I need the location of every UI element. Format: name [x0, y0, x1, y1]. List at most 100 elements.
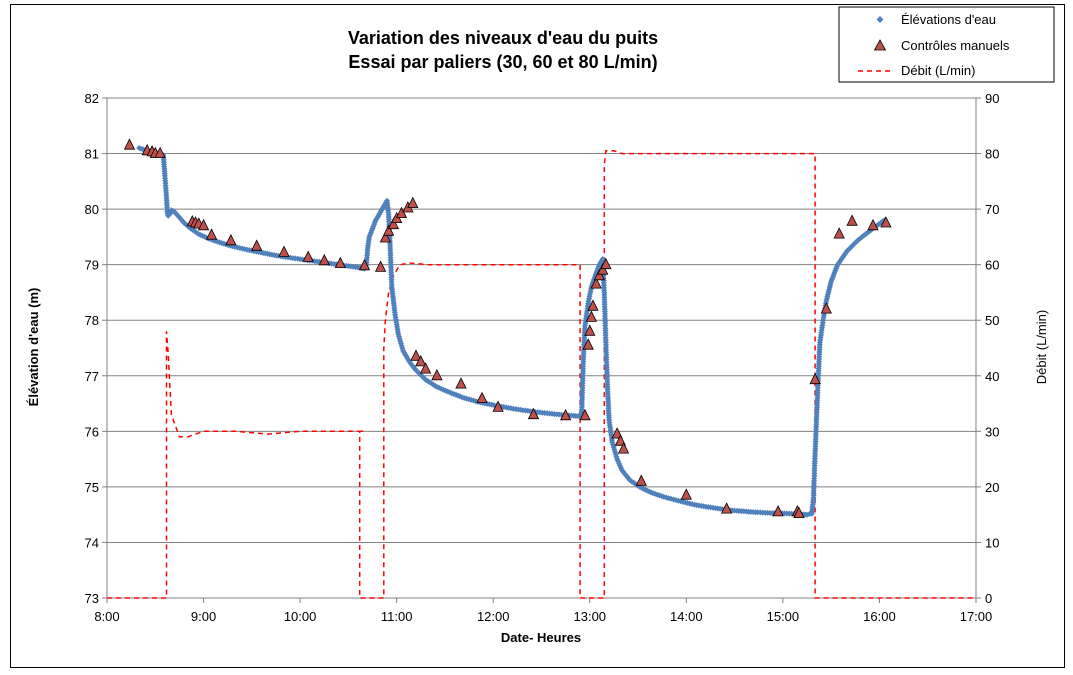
controle-point: [197, 218, 210, 231]
legend-item-controles: Contrôles manuels: [901, 38, 1010, 53]
controle-point: [585, 310, 598, 322]
y2-tick-label: 30: [985, 424, 999, 439]
controle-point: [415, 355, 427, 367]
y2-tick-label: 90: [985, 91, 999, 106]
controle-point: [579, 408, 591, 421]
y2-axis-label: Débit (L/min): [1034, 310, 1049, 384]
controle-point: [225, 233, 237, 246]
y-tick-label: 74: [85, 535, 99, 550]
x-axis-ticks: 8:00 9:00 10:00 11:00 12:00 13:00 14:00 15:00 16…: [94, 598, 992, 624]
controle-point: [382, 224, 395, 236]
plot-area: [106, 97, 977, 599]
controle-point: [587, 299, 599, 311]
y-axis-label: Élévation d'eau (m): [26, 288, 41, 407]
x-tick-label: 14:00: [670, 609, 703, 624]
controle-point: [251, 239, 263, 251]
controle-point: [600, 257, 612, 270]
debit-line: [107, 150, 976, 599]
controle-point: [559, 408, 572, 421]
y-tick-label: 82: [85, 91, 99, 106]
controle-point: [720, 502, 733, 514]
controle-point: [593, 268, 606, 281]
chart-subtitle: Essai par paliers (30, 60 et 80 L/min): [348, 52, 657, 72]
x-tick-label: 15:00: [767, 609, 800, 624]
gridlines: [107, 153, 976, 543]
chart-title: Variation des niveaux d'eau du puits: [348, 28, 658, 48]
controle-point: [410, 349, 422, 361]
y-tick-label: 76: [85, 424, 99, 439]
x-tick-label: 16:00: [863, 609, 896, 624]
y2-axis-ticks: 0 10 20 30 40 50 60 70 80 90: [976, 91, 999, 606]
controle-point: [358, 258, 371, 271]
series-debit: [107, 150, 976, 599]
y-tick-label: 73: [85, 591, 99, 606]
controle-point: [680, 488, 692, 500]
y-tick-label: 77: [85, 369, 99, 384]
controle-point: [431, 368, 443, 381]
y-tick-label: 80: [85, 202, 99, 217]
legend: Élévations d'eau Contrôles manuels Débit…: [838, 6, 1055, 83]
x-tick-label: 11:00: [381, 609, 413, 624]
controle-point: [584, 324, 596, 336]
y2-tick-label: 60: [985, 258, 999, 273]
elevation-point: [840, 253, 847, 260]
controle-point: [590, 277, 602, 289]
controle-point: [205, 228, 218, 240]
y2-tick-label: 70: [985, 202, 999, 217]
x-tick-label: 8:00: [94, 609, 119, 624]
x-tick-label: 12:00: [477, 609, 510, 624]
controle-point: [611, 427, 623, 439]
series-controles: [123, 138, 892, 518]
controle-point: [334, 256, 346, 268]
controle-point: [772, 505, 784, 517]
y2-tick-label: 0: [985, 591, 992, 606]
controle-point: [582, 338, 594, 350]
controle-point: [302, 250, 314, 262]
y2-tick-label: 40: [985, 369, 999, 384]
controle-point: [820, 302, 832, 314]
x-tick-label: 17:00: [960, 609, 993, 624]
y2-tick-label: 80: [985, 147, 999, 162]
y-tick-label: 81: [85, 147, 99, 162]
controle-point: [867, 218, 879, 231]
controle-point: [374, 260, 387, 272]
controle-point: [614, 434, 627, 446]
legend-diamond-marker: [876, 16, 884, 23]
controle-point: [395, 206, 408, 218]
legend-box: [838, 6, 1055, 83]
y-axis-ticks: 73 74 75 76 77 78 79 80 81 82: [85, 91, 107, 606]
controle-point: [123, 138, 136, 150]
controle-point: [809, 372, 821, 385]
y-tick-label: 78: [85, 313, 99, 328]
x-axis-label: Date- Heures: [501, 630, 581, 645]
x-tick-label: 9:00: [191, 609, 216, 624]
controle-point: [419, 362, 432, 374]
controle-point: [597, 263, 609, 275]
y-tick-label: 79: [85, 258, 99, 273]
controle-point: [880, 216, 892, 228]
x-tick-label: 13:00: [574, 609, 607, 624]
controle-point: [379, 231, 392, 243]
controle-point: [455, 377, 467, 389]
controle-point: [793, 506, 805, 518]
controle-point: [278, 245, 290, 257]
series-elevations: [136, 145, 888, 518]
y2-tick-label: 50: [985, 313, 999, 328]
controle-point: [387, 217, 400, 230]
legend-item-debit: Débit (L/min): [901, 63, 975, 78]
y-tick-label: 75: [85, 480, 99, 495]
controle-point: [617, 442, 630, 454]
y2-tick-label: 10: [985, 535, 999, 550]
legend-item-elevations: Élévations d'eau: [901, 12, 996, 27]
controle-point: [846, 214, 858, 226]
x-tick-label: 10:00: [284, 609, 317, 624]
controle-point: [407, 196, 419, 208]
legend-triangle-marker: [873, 39, 887, 51]
controle-point: [635, 474, 647, 486]
controle-point: [833, 227, 845, 239]
chart-frame: [10, 4, 1065, 668]
controle-point: [492, 400, 504, 412]
controle-point: [527, 407, 540, 420]
y2-tick-label: 20: [985, 480, 999, 495]
controle-point: [476, 391, 488, 403]
